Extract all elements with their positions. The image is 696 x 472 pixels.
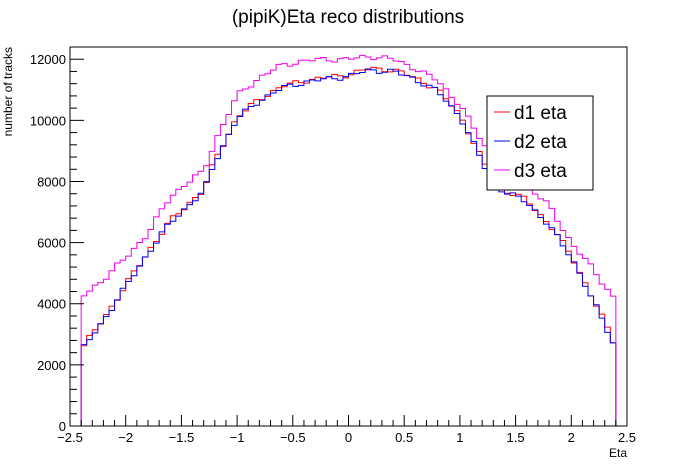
- x-tick-label: 2: [568, 430, 575, 445]
- x-tick-label: 0.5: [395, 430, 413, 445]
- legend-label: d1 eta: [514, 103, 567, 124]
- x-axis-title: Eta: [609, 446, 627, 460]
- x-tick-label: −2: [118, 430, 133, 445]
- y-axis-ticks: 0 2000 4000 6000 8000 10000 12000: [30, 46, 84, 434]
- legend-label: d2 eta: [514, 132, 567, 153]
- y-axis-title: number of tracks: [1, 47, 15, 136]
- x-tick-label: 1.5: [507, 430, 525, 445]
- x-tick-label: −1.5: [169, 430, 195, 445]
- legend-label: d3 eta: [514, 161, 567, 182]
- y-tick-label: 0: [59, 419, 66, 434]
- y-tick-label: 2000: [37, 358, 66, 373]
- x-tick-label: −2.5: [57, 430, 83, 445]
- y-tick-label: 8000: [37, 174, 66, 189]
- y-tick-label: 10000: [30, 113, 66, 128]
- x-tick-label: −1: [230, 430, 245, 445]
- y-tick-label: 12000: [30, 52, 66, 67]
- y-tick-label: 4000: [37, 297, 66, 312]
- x-tick-label: 1: [456, 430, 463, 445]
- chart-title: (pipiK)Eta reco distributions: [232, 7, 464, 28]
- legend: d1 eta d2 eta d3 eta: [486, 95, 594, 191]
- x-tick-label: −0.5: [280, 430, 306, 445]
- x-tick-label: 2.5: [618, 430, 636, 445]
- series-line-d2-eta: [80, 68, 617, 426]
- x-axis-ticks: −2.5 −2 −1.5 −1 −0.5 0 0.5 1 1.5 2 2.5: [57, 415, 636, 445]
- x-tick-label: 0: [345, 430, 352, 445]
- y-tick-label: 6000: [37, 236, 66, 251]
